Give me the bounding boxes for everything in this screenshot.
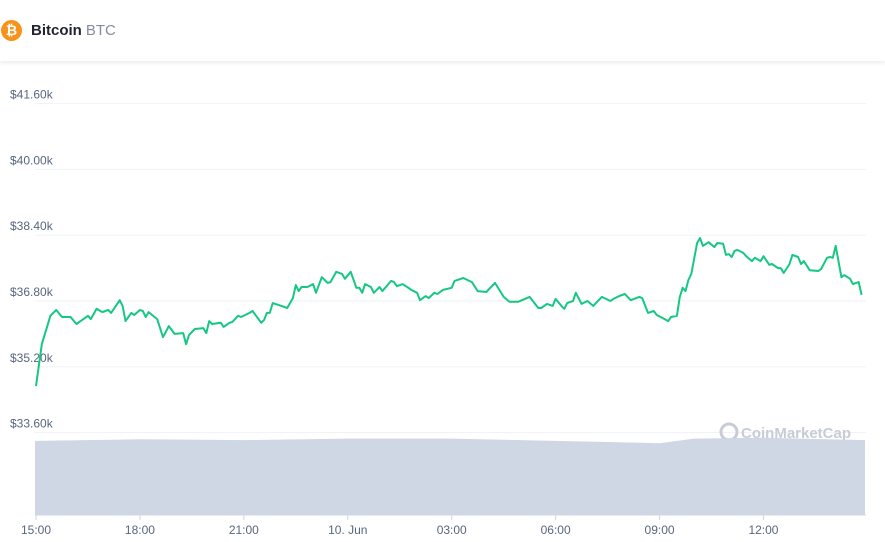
gridlines (35, 103, 866, 434)
x-tick-label: 06:00 (541, 523, 571, 537)
y-tick-label: $38.40k (10, 219, 54, 233)
x-tick-label: 10. Jun (328, 523, 367, 537)
coin-name: Bitcoin (31, 22, 82, 39)
x-tick-label: 15:00 (21, 523, 51, 537)
x-tick-label: 18:00 (125, 523, 155, 537)
coin-header: ₿ Bitcoin BTC (0, 0, 885, 61)
watermark-text: CoinMarketCap (741, 425, 851, 442)
y-tick-label: $41.60k (10, 88, 54, 102)
coinmarketcap-logo-icon (719, 422, 739, 442)
coin-symbol: BTC (85, 22, 116, 39)
y-tick-label: $33.60k (10, 417, 54, 431)
coin-title: Bitcoin BTC (31, 22, 116, 39)
y-tick-label: $35.20k (10, 351, 54, 365)
x-tick-label: 12:00 (748, 523, 778, 537)
y-tick-label: $36.80k (10, 285, 54, 299)
x-tick-label: 03:00 (437, 523, 467, 537)
x-axis-labels: 15:00 18:00 21:00 10. Jun 03:00 06:00 09:00 12:… (21, 515, 779, 537)
bitcoin-icon: ₿ (1, 20, 22, 41)
volume-area (35, 437, 865, 515)
y-axis-labels: $33.60k $35.20k $36.80k $38.40k $40.00k $41.6… (10, 88, 54, 431)
x-tick-label: 21:00 (229, 523, 259, 537)
y-tick-label: $40.00k (10, 153, 54, 167)
x-tick-label: 09:00 (645, 523, 675, 537)
price-line (35, 237, 863, 387)
